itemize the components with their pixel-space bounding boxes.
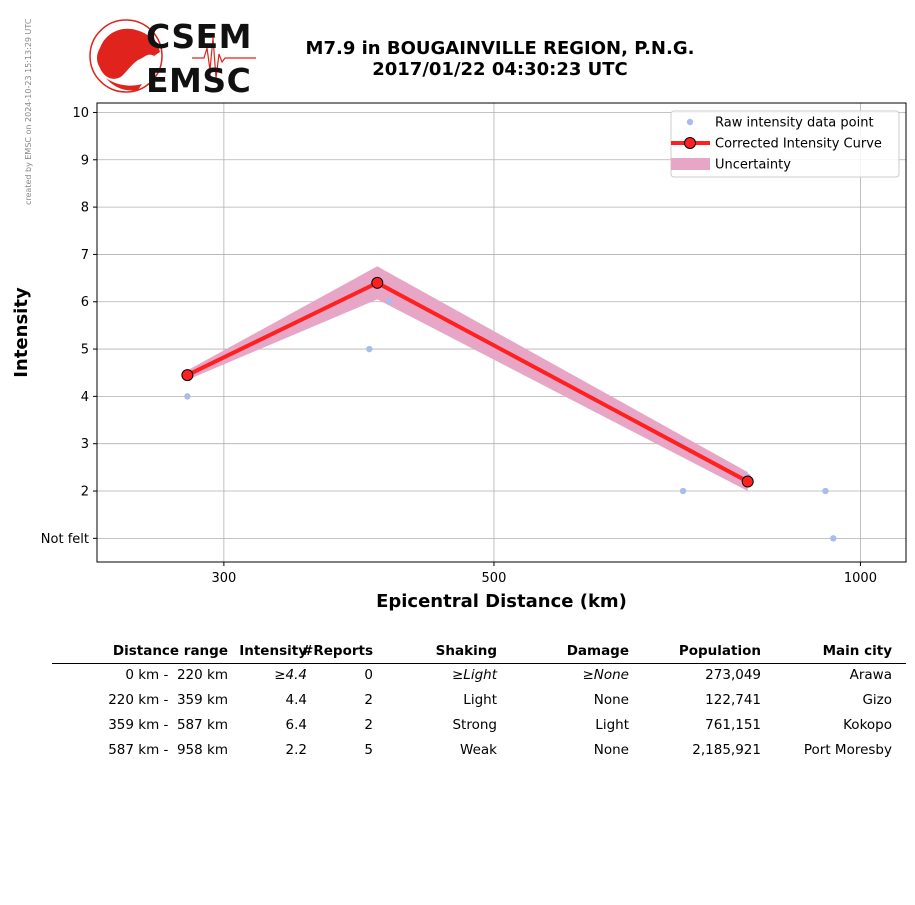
emsc-logo: CSEM EMSC	[88, 18, 258, 98]
header-reports: #Reports	[302, 643, 373, 659]
cell-distance-range: 0 km - 220 km	[116, 667, 228, 683]
cell-distance-range: 359 km - 587 km	[108, 717, 228, 733]
plot-frame	[96, 102, 907, 563]
cell-damage: Light	[595, 717, 629, 733]
header-damage: Damage	[566, 643, 629, 659]
cell-population: 761,151	[705, 717, 761, 733]
curve-marker	[181, 369, 194, 382]
intensity-table: Distance range Intensity #Reports Shakin…	[52, 640, 906, 764]
y-tick-label: 2	[81, 485, 89, 500]
table-row: 359 km - 587 km 6.4 2 Strong Light 761,1…	[52, 714, 906, 739]
y-tick-label: 6	[81, 295, 89, 310]
table-header: Distance range Intensity #Reports Shakin…	[52, 640, 906, 664]
legend-curve-marker	[684, 137, 696, 149]
cell-shaking: ≥Light	[451, 667, 497, 683]
y-tick-label: 10	[72, 106, 89, 121]
cell-reports: 0	[364, 667, 373, 683]
intensity-chart: Not felt 2 3 4 5 6 7 8 9 10 300 500 1000 Epicentral D…	[11, 102, 907, 612]
y-tick-label: 7	[81, 248, 89, 263]
x-tick-label: 1000	[844, 571, 877, 586]
table-row: 220 km - 359 km 4.4 2 Light None 122,741…	[52, 689, 906, 714]
cell-distance-range: 587 km - 958 km	[108, 742, 228, 758]
y-tick-label: 5	[81, 343, 89, 358]
cell-reports: 2	[364, 717, 373, 733]
cell-main-city: Port Moresby	[803, 742, 892, 758]
y-axis-label: Intensity	[11, 287, 32, 378]
raw-data-point	[184, 393, 191, 400]
globe-logo-icon	[89, 19, 256, 93]
legend-label: Raw intensity data point	[715, 116, 874, 131]
cell-main-city: Gizo	[862, 692, 892, 708]
y-tick-label: 8	[81, 201, 89, 216]
header-main-city: Main city	[822, 643, 892, 659]
y-tick-label: 4	[81, 390, 89, 405]
header-intensity: Intensity	[239, 643, 307, 659]
x-tick-label: 300	[211, 571, 236, 586]
curve-marker	[371, 276, 384, 289]
logo-bottom-text: EMSC	[146, 61, 252, 100]
legend-raw-marker	[686, 118, 694, 126]
cell-population: 273,049	[705, 667, 761, 683]
legend-uncertainty-swatch	[671, 158, 710, 170]
table-row: 587 km - 958 km 2.2 5 Weak None 2,185,92…	[52, 739, 906, 764]
cell-main-city: Kokopo	[843, 717, 892, 733]
x-axis-label: Epicentral Distance (km)	[376, 591, 627, 612]
raw-data-point	[822, 487, 829, 495]
cell-reports: 2	[364, 692, 373, 708]
x-tick-label: 500	[482, 571, 507, 586]
cell-main-city: Arawa	[849, 667, 892, 683]
cell-intensity: ≥4.4	[274, 667, 307, 683]
y-tick-label: Not felt	[41, 532, 89, 547]
table-row: 0 km - 220 km ≥4.4 0 ≥Light ≥None 273,04…	[52, 664, 906, 689]
cell-shaking: Strong	[452, 717, 497, 733]
y-tick-label: 3	[81, 437, 89, 452]
cell-damage: None	[593, 742, 629, 758]
cell-intensity: 4.4	[285, 692, 307, 708]
cell-reports: 5	[364, 742, 373, 758]
header-distance-range: Distance range	[112, 643, 228, 659]
cell-shaking: Light	[463, 692, 497, 708]
cell-distance-range: 220 km - 359 km	[108, 692, 228, 708]
cell-population: 122,741	[705, 692, 761, 708]
raw-data-point	[385, 298, 393, 305]
legend-label: Uncertainty	[715, 158, 791, 173]
cell-damage: None	[593, 692, 629, 708]
cell-shaking: Weak	[460, 742, 497, 758]
cell-population: 2,185,921	[692, 742, 761, 758]
raw-data-point	[679, 487, 687, 495]
raw-data-point	[366, 345, 373, 353]
curve-marker	[741, 475, 754, 488]
cell-intensity: 6.4	[285, 717, 307, 733]
plot-area	[97, 103, 906, 562]
title-line-1: M7.9 in BOUGAINVILLE REGION, P.N.G.	[305, 38, 695, 59]
y-tick-label: 9	[81, 153, 89, 168]
title-line-2: 2017/01/22 04:30:23 UTC	[372, 59, 628, 80]
chart-title: M7.9 in BOUGAINVILLE REGION, P.N.G. 2017…	[270, 38, 730, 80]
chart-legend: Raw intensity data point Corrected Intens…	[670, 110, 900, 178]
header-population: Population	[678, 643, 761, 659]
legend-label: Corrected Intensity Curve	[715, 137, 882, 152]
cell-intensity: 2.2	[285, 742, 307, 758]
header-shaking: Shaking	[435, 643, 497, 659]
logo-top-text: CSEM	[146, 17, 252, 56]
raw-data-point	[830, 535, 837, 542]
cell-damage: ≥None	[582, 667, 629, 683]
